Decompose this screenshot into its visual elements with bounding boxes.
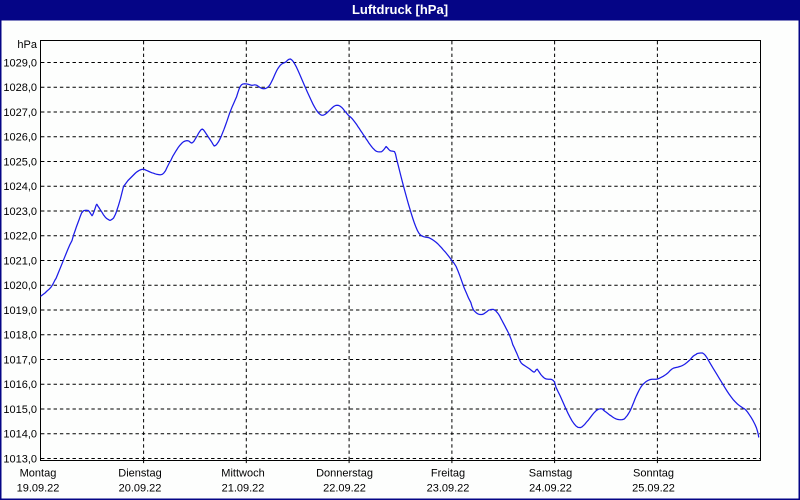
svg-text:1021,0: 1021,0 — [3, 255, 37, 267]
svg-text:Mittwoch: Mittwoch — [221, 468, 264, 480]
svg-text:1028,0: 1028,0 — [3, 82, 37, 94]
svg-text:Freitag: Freitag — [431, 468, 465, 480]
svg-text:1029,0: 1029,0 — [3, 57, 37, 69]
svg-text:21.09.22: 21.09.22 — [222, 483, 265, 495]
svg-text:1019,0: 1019,0 — [3, 305, 37, 317]
svg-text:20.09.22: 20.09.22 — [119, 483, 162, 495]
svg-text:Sonntag: Sonntag — [633, 468, 674, 480]
svg-text:1026,0: 1026,0 — [3, 132, 37, 144]
svg-text:1013,0: 1013,0 — [3, 453, 37, 465]
svg-text:1018,0: 1018,0 — [3, 330, 37, 342]
svg-text:1027,0: 1027,0 — [3, 107, 37, 119]
svg-text:Samstag: Samstag — [529, 468, 572, 480]
svg-text:Dienstag: Dienstag — [118, 468, 161, 480]
svg-text:24.09.22: 24.09.22 — [529, 483, 572, 495]
svg-text:19.09.22: 19.09.22 — [17, 483, 60, 495]
svg-text:Donnerstag: Donnerstag — [316, 468, 373, 480]
svg-text:23.09.22: 23.09.22 — [427, 483, 470, 495]
svg-text:1014,0: 1014,0 — [3, 429, 37, 441]
svg-text:Montag: Montag — [20, 468, 57, 480]
svg-text:25.09.22: 25.09.22 — [632, 483, 675, 495]
svg-text:1025,0: 1025,0 — [3, 156, 37, 168]
svg-text:1017,0: 1017,0 — [3, 354, 37, 366]
svg-text:22.09.22: 22.09.22 — [323, 483, 366, 495]
svg-text:1016,0: 1016,0 — [3, 379, 37, 391]
svg-text:1024,0: 1024,0 — [3, 181, 37, 193]
svg-text:1015,0: 1015,0 — [3, 404, 37, 416]
svg-text:hPa: hPa — [17, 39, 37, 51]
svg-text:Luftdruck [hPa]: Luftdruck [hPa] — [352, 2, 448, 17]
svg-text:1023,0: 1023,0 — [3, 206, 37, 218]
svg-text:1022,0: 1022,0 — [3, 231, 37, 243]
svg-text:1020,0: 1020,0 — [3, 280, 37, 292]
